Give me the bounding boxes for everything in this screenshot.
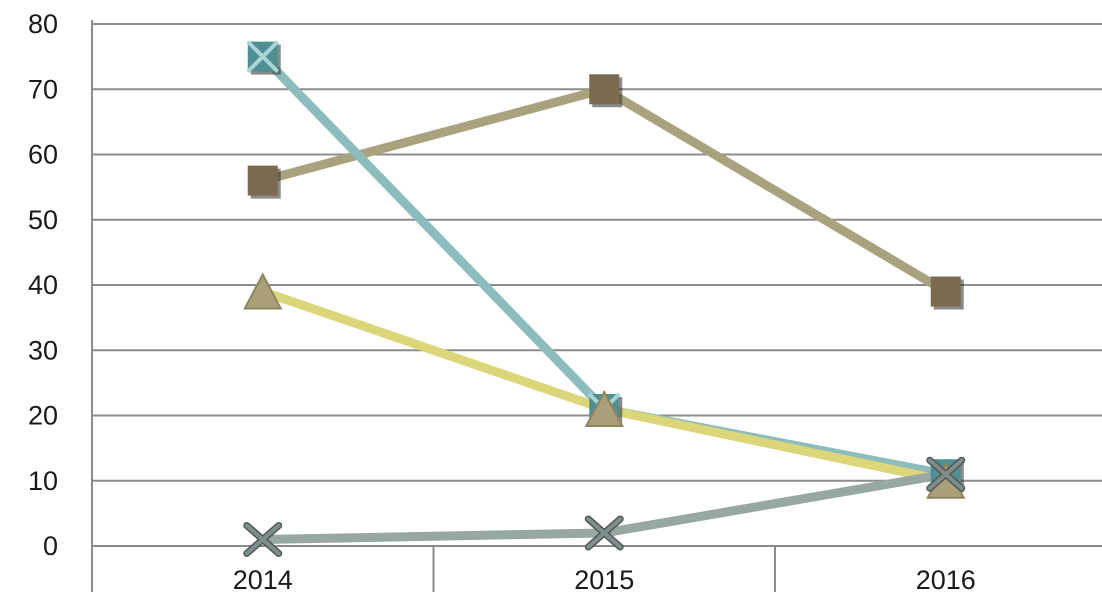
y-tick-label: 10: [28, 466, 58, 496]
series-2-point: [246, 40, 281, 75]
series-3-point: [584, 389, 624, 427]
y-tick-label: 0: [43, 531, 58, 561]
y-tick-label: 60: [28, 140, 58, 170]
series-1-point: [589, 74, 623, 108]
series-1-point: [930, 276, 964, 310]
y-tick-label: 70: [28, 74, 58, 104]
series-markers: [243, 40, 966, 557]
series-lines: [258, 52, 951, 544]
y-tick-label: 50: [28, 205, 58, 235]
series-4-point: [243, 521, 283, 557]
y-tick-label: 20: [28, 401, 58, 431]
y-axis-tick-labels: 0 10 20 30 40 50 60 70 80: [28, 9, 58, 561]
x-axis-tick-labels: 2014 2015 2016: [233, 565, 976, 592]
x-tick-label: 2016: [916, 565, 976, 592]
series-4-point: [584, 515, 624, 551]
y-tick-label: 40: [28, 270, 58, 300]
series-1-line: [258, 84, 951, 297]
x-tick-label: 2015: [574, 565, 634, 592]
series-4-point: [926, 456, 966, 492]
series-3-point: [243, 272, 283, 310]
series-1-point: [247, 165, 281, 199]
y-tick-label: 80: [28, 9, 58, 39]
x-tick-label: 2014: [233, 565, 293, 592]
y-tick-label: 30: [28, 335, 58, 365]
